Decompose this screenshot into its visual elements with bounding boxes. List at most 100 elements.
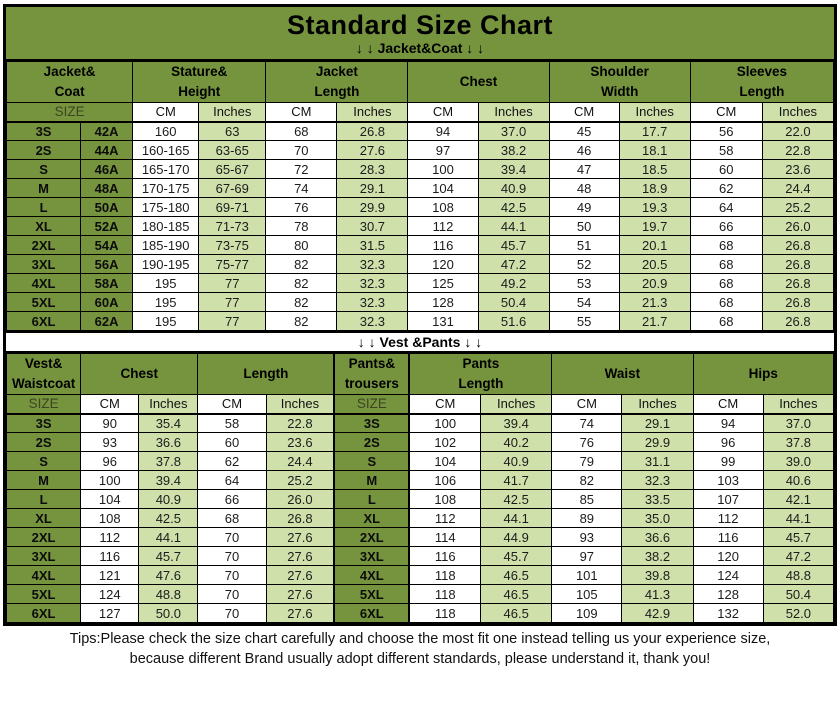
size-cell: 5XL <box>5 292 82 312</box>
value-cell: 24.4 <box>265 451 335 471</box>
unit-header: Inches <box>477 102 550 123</box>
value-cell: 72 <box>265 159 338 179</box>
value-cell: 85 <box>551 489 623 509</box>
value-cell: 27.6 <box>265 584 335 604</box>
value-cell: 49 <box>548 197 620 217</box>
value-cell: 195 <box>132 311 200 331</box>
value-cell: 42.1 <box>762 489 835 509</box>
column-group-header: Stature& Height <box>132 61 267 103</box>
column-group-header: Hips <box>692 353 835 395</box>
value-cell: 48.8 <box>138 584 199 604</box>
value-cell: 22.0 <box>761 121 835 141</box>
value-cell: 45.7 <box>477 235 550 255</box>
value-cell: 39.4 <box>480 413 553 433</box>
size-column-header: SIZE <box>5 394 82 415</box>
value-cell: 170-175 <box>132 178 200 198</box>
title-band: Standard Size Chart ↓ ↓ Jacket&Coat ↓ ↓ <box>6 7 834 61</box>
value-cell: 47.6 <box>138 565 199 585</box>
unit-header: Inches <box>762 394 835 415</box>
value-cell: 96 <box>80 451 140 471</box>
table-row: 4XL 58A 195 77 82 32.3 125 49.2 53 20.9 68 26.8 <box>5 273 835 293</box>
table-row: S 46A 165-170 65-67 72 28.3 100 39.4 47 18.5 60 23.… <box>5 159 835 179</box>
value-cell: 66 <box>689 216 763 236</box>
value-cell: 104 <box>407 178 479 198</box>
column-group-header: Waist <box>551 353 694 395</box>
value-cell: 101 <box>551 565 623 585</box>
size-cell: S <box>5 159 82 179</box>
value-cell: 175-180 <box>132 197 200 217</box>
value-cell: 23.6 <box>265 432 335 452</box>
value-cell: 64 <box>197 470 267 490</box>
size-cell: 60A <box>80 292 134 312</box>
value-cell: 26.8 <box>265 508 335 528</box>
value-cell: 38.2 <box>477 140 550 160</box>
value-cell: 109 <box>551 603 623 623</box>
value-cell: 26.8 <box>761 235 835 255</box>
size-cell: 2XL <box>333 527 411 547</box>
value-cell: 70 <box>197 603 267 623</box>
value-cell: 32.3 <box>621 470 694 490</box>
table-row: XL 108 42.5 68 26.8 XL 112 44.1 89 35.0 112 44.1 <box>5 508 835 528</box>
value-cell: 29.9 <box>336 197 409 217</box>
table-row: L 104 40.9 66 26.0 L 108 42.5 85 33.5 107 42.1 <box>5 489 835 509</box>
size-chart-frame: Standard Size Chart ↓ ↓ Jacket&Coat ↓ ↓ … <box>3 4 837 626</box>
value-cell: 46.5 <box>480 603 553 623</box>
value-cell: 71-73 <box>198 216 267 236</box>
value-cell: 70 <box>197 546 267 566</box>
size-column-header: SIZE <box>5 102 134 123</box>
table-row: 2XL 112 44.1 70 27.6 2XL 114 44.9 93 36.6 116 45.7 <box>5 527 835 547</box>
value-cell: 58 <box>197 413 267 433</box>
size-cell: M <box>333 470 411 490</box>
value-cell: 47.2 <box>477 254 550 274</box>
unit-header: CM <box>408 394 482 415</box>
table-row: 2S 93 36.6 60 23.6 2S 102 40.2 76 29.9 96 37.8 <box>5 432 835 452</box>
size-cell: L <box>5 489 82 509</box>
table-row: 6XL 62A 195 77 82 32.3 131 51.6 55 21.7 68 26.8 <box>5 311 835 331</box>
table-row: S 96 37.8 62 24.4 S 104 40.9 79 31.1 99 39.0 <box>5 451 835 471</box>
value-cell: 32.3 <box>336 311 409 331</box>
size-cell: 2XL <box>5 527 82 547</box>
unit-header: Inches <box>761 102 835 123</box>
value-cell: 26.0 <box>265 489 335 509</box>
value-cell: 31.1 <box>621 451 694 471</box>
value-cell: 32.3 <box>336 254 409 274</box>
size-cell: 5XL <box>5 584 82 604</box>
value-cell: 96 <box>692 432 764 452</box>
unit-header: CM <box>80 394 140 415</box>
value-cell: 64 <box>689 197 763 217</box>
value-cell: 44.9 <box>480 527 553 547</box>
value-cell: 160-165 <box>132 140 200 160</box>
value-cell: 100 <box>408 413 482 433</box>
value-cell: 82 <box>551 470 623 490</box>
value-cell: 120 <box>407 254 479 274</box>
value-cell: 51.6 <box>477 311 550 331</box>
value-cell: 180-185 <box>132 216 200 236</box>
size-cell: 56A <box>80 254 134 274</box>
value-cell: 17.7 <box>618 121 691 141</box>
value-cell: 68 <box>689 311 763 331</box>
size-cell: 52A <box>80 216 134 236</box>
value-cell: 73-75 <box>198 235 267 255</box>
value-cell: 68 <box>265 121 338 141</box>
table-row: L 50A 175-180 69-71 76 29.9 108 42.5 49 19.3 64 25.… <box>5 197 835 217</box>
value-cell: 121 <box>80 565 140 585</box>
size-cell: 50A <box>80 197 134 217</box>
value-cell: 77 <box>198 273 267 293</box>
value-cell: 195 <box>132 273 200 293</box>
size-cell: 42A <box>80 121 134 141</box>
value-cell: 21.7 <box>618 311 691 331</box>
value-cell: 50 <box>548 216 620 236</box>
table-row: 3XL 116 45.7 70 27.6 3XL 116 45.7 97 38.2 120 47.2 <box>5 546 835 566</box>
tips: Tips:Please check the size chart careful… <box>0 626 840 670</box>
table-row: 3S 90 35.4 58 22.8 3S 100 39.4 74 29.1 94 37.0 <box>5 413 835 433</box>
size-cell: 6XL <box>333 603 411 623</box>
value-cell: 27.6 <box>265 546 335 566</box>
value-cell: 90 <box>80 413 140 433</box>
value-cell: 29.1 <box>336 178 409 198</box>
value-cell: 68 <box>197 508 267 528</box>
value-cell: 68 <box>689 273 763 293</box>
column-group-header: Sleeves Length <box>689 61 835 103</box>
value-cell: 112 <box>407 216 479 236</box>
value-cell: 108 <box>407 197 479 217</box>
value-cell: 124 <box>692 565 764 585</box>
